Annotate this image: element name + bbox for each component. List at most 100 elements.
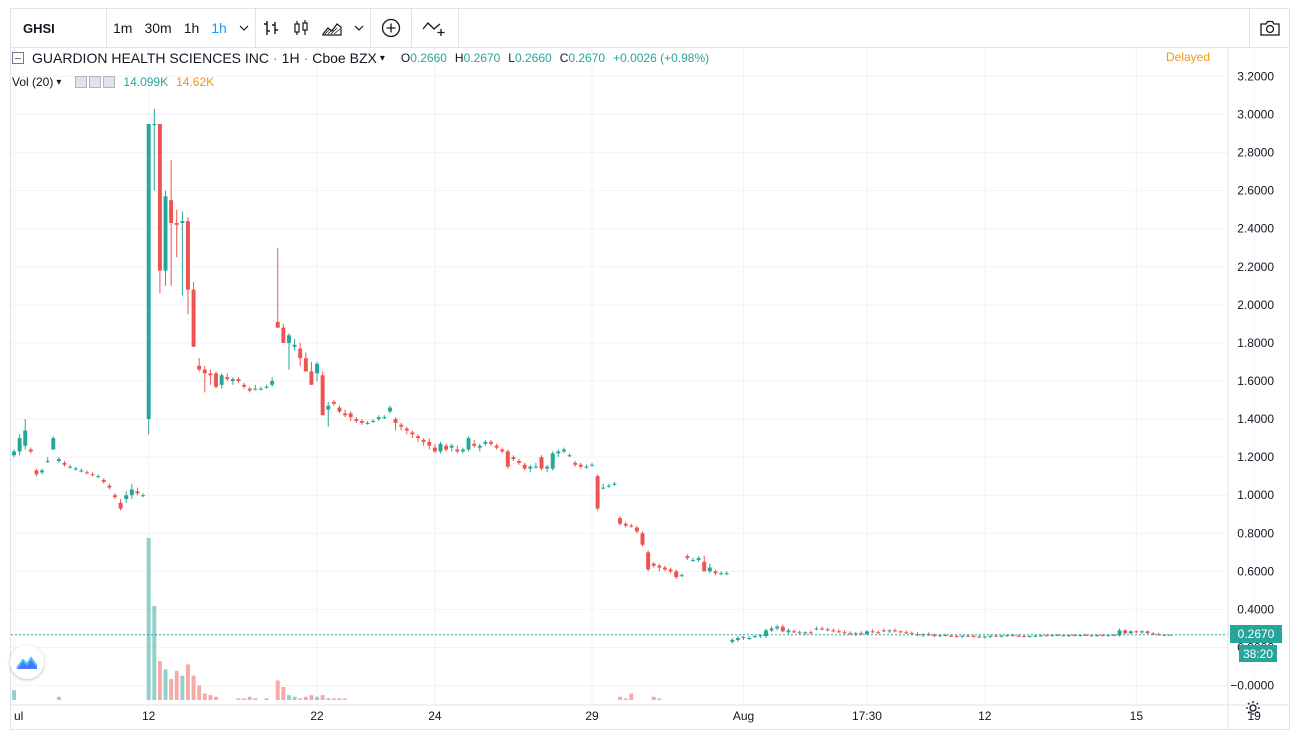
candle-body (820, 628, 825, 630)
candle-body (629, 525, 634, 527)
candle-body (416, 436, 421, 439)
candle-body (62, 462, 67, 465)
candle-body (477, 445, 482, 448)
candle-body (724, 573, 729, 575)
candle (662, 565, 667, 572)
interval-30m-label: 30m (144, 20, 172, 36)
interval-1h-button[interactable]: 1h (178, 9, 206, 48)
candle-body (1117, 630, 1122, 636)
symbol-search-button[interactable]: GHSI (11, 8, 107, 48)
price-tick-label: 1.6000 (1237, 374, 1274, 388)
candle-body (28, 449, 33, 452)
volume-bar (343, 698, 348, 700)
candle (455, 445, 460, 454)
candle (287, 333, 291, 370)
gear-icon[interactable] (89, 76, 102, 88)
candle-body (876, 632, 881, 634)
candle (865, 630, 869, 636)
add-indicator-button[interactable] (371, 9, 411, 48)
candle-body (275, 321, 280, 328)
chart-settings-button[interactable] (1238, 696, 1268, 720)
candle-body (1033, 635, 1038, 637)
candle-body (719, 573, 724, 575)
candle-body (1128, 631, 1133, 634)
interval-30m-button[interactable]: 30m (138, 9, 177, 48)
candle (197, 358, 202, 372)
candle (219, 373, 224, 389)
candle-body (1016, 635, 1021, 637)
candle (163, 190, 168, 286)
candle (438, 441, 443, 454)
candle (315, 361, 319, 381)
chart-style-dropdown-button[interactable] (348, 9, 370, 48)
instrument-title[interactable]: GUARDION HEALTH SCIENCES INC (32, 50, 269, 66)
volume-bar (287, 695, 291, 700)
volume-bar (326, 698, 331, 700)
candle-body (169, 200, 174, 223)
candle (1072, 633, 1077, 637)
legend-collapse-button[interactable] (12, 52, 24, 64)
candle-body (1139, 631, 1144, 633)
candle-body (298, 348, 303, 359)
candle (84, 470, 89, 475)
interval-1m-button[interactable]: 1m (107, 9, 138, 48)
candle (477, 443, 482, 452)
candle-body (623, 523, 628, 526)
candle-body (51, 438, 56, 450)
candle-body (797, 632, 802, 634)
close-icon[interactable] (103, 76, 116, 88)
candle (404, 426, 409, 435)
candle (747, 636, 752, 640)
candle-body (118, 502, 123, 509)
candle-body (550, 453, 555, 469)
candle (561, 447, 566, 454)
candle (1111, 633, 1116, 637)
chevron-down-icon[interactable]: ▾ (379, 52, 385, 64)
active-interval-button[interactable]: 1h (205, 9, 233, 48)
candle (1100, 633, 1105, 637)
candle (1151, 632, 1156, 636)
candle (1134, 630, 1139, 634)
exchange-label[interactable]: Cboe BZX (312, 50, 377, 66)
volume-bar (214, 696, 218, 700)
volume-bar (623, 698, 628, 700)
price-axis[interactable]: 3.2000 3.0000 2.8000 2.6000 2.4000 2.2000 2.00… (1230, 69, 1274, 692)
candle (326, 401, 331, 427)
bar-style-button[interactable] (256, 9, 286, 48)
candle-body (270, 381, 275, 385)
candle (797, 630, 802, 635)
candle-body (1010, 635, 1015, 637)
tradingview-logo[interactable] (10, 645, 44, 679)
volume-bar (247, 696, 252, 700)
candle (533, 462, 538, 469)
candle (247, 386, 252, 393)
candle-body (444, 445, 449, 450)
candle-body (865, 631, 869, 635)
eye-icon[interactable] (75, 76, 88, 88)
candle-body (590, 464, 594, 466)
area-style-button[interactable] (316, 9, 348, 48)
price-tick-label: 1.4000 (1237, 412, 1274, 426)
ohlc-values: O0.2660 H0.2670 L0.2660 C0.2670 +0.0026 … (401, 51, 709, 65)
candle-body (808, 632, 813, 634)
candle (719, 571, 724, 576)
candle-body (881, 630, 886, 632)
candle (62, 460, 67, 467)
interval-dropdown-button[interactable] (233, 9, 255, 48)
compare-button[interactable] (412, 9, 458, 48)
candle-style-button[interactable] (286, 9, 316, 48)
candle (264, 384, 269, 389)
last-price-badge (1230, 625, 1282, 643)
candle-body (646, 552, 651, 570)
candle (814, 626, 819, 631)
volume-title[interactable]: Vol (20) (12, 75, 54, 89)
volume-bar (657, 698, 662, 700)
candle-body (612, 483, 617, 485)
chevron-down-icon[interactable]: ▾ (56, 76, 62, 88)
snapshot-button[interactable] (1249, 8, 1289, 48)
volume-bar (292, 696, 297, 700)
candle (629, 523, 634, 528)
candle (292, 339, 297, 351)
